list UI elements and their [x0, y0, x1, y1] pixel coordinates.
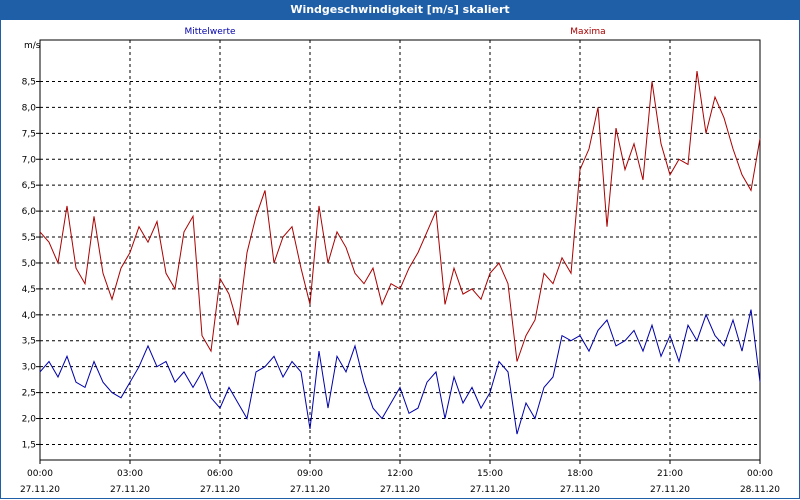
y-tick-label: 7,0	[22, 155, 37, 165]
y-tick-label: 8,5	[22, 77, 36, 87]
y-tick-label: 5,5	[22, 233, 36, 243]
x-tick-label-time: 06:00	[207, 469, 233, 479]
x-tick-label-time: 15:00	[477, 469, 503, 479]
x-tick-label-time: 03:00	[117, 469, 143, 479]
y-tick-label: 5,0	[22, 259, 37, 269]
x-tick-label-date: 27.11.20	[20, 485, 60, 495]
y-tick-label: 8,0	[22, 103, 37, 113]
y-tick-label: 3,0	[22, 363, 37, 373]
y-tick-label: 7,5	[22, 129, 36, 139]
series-line-maxima	[39, 71, 761, 362]
series-line-mittelwerte	[39, 309, 761, 435]
y-axis-label: m/s	[24, 41, 41, 51]
x-tick-label-time: 00:00	[27, 469, 53, 479]
x-tick-label-date: 27.11.20	[650, 485, 690, 495]
y-tick-label: 6,0	[22, 207, 37, 217]
x-tick-label-date: 27.11.20	[380, 485, 420, 495]
x-tick-label-date: 27.11.20	[470, 485, 510, 495]
y-tick-label: 2,0	[22, 415, 37, 425]
y-tick-label: 6,5	[22, 181, 36, 191]
x-tick-label-time: 21:00	[657, 469, 683, 479]
y-tick-label: 2,5	[22, 389, 36, 399]
y-tick-label: 1,5	[22, 440, 36, 450]
chart-title: Windgeschwindigkeit [m/s] skaliert	[0, 0, 800, 20]
x-tick-label-date: 27.11.20	[290, 485, 330, 495]
y-tick-label: 3,5	[22, 337, 36, 347]
legend-series-maxima: Maxima	[570, 27, 605, 37]
x-tick-label-date: 27.11.20	[560, 485, 600, 495]
x-tick-label-date: 27.11.20	[110, 485, 150, 495]
x-tick-label-time: 00:00	[747, 469, 773, 479]
x-tick-label-time: 18:00	[567, 469, 593, 479]
y-tick-label: 4,5	[22, 285, 36, 295]
y-tick-label: 4,0	[22, 311, 37, 321]
x-tick-label-date: 28.11.20	[740, 485, 780, 495]
x-tick-label-date: 27.11.20	[200, 485, 240, 495]
legend-series-mittelwerte: Mittelwerte	[184, 27, 235, 37]
x-tick-label-time: 09:00	[297, 469, 323, 479]
x-tick-label-time: 12:00	[387, 469, 413, 479]
